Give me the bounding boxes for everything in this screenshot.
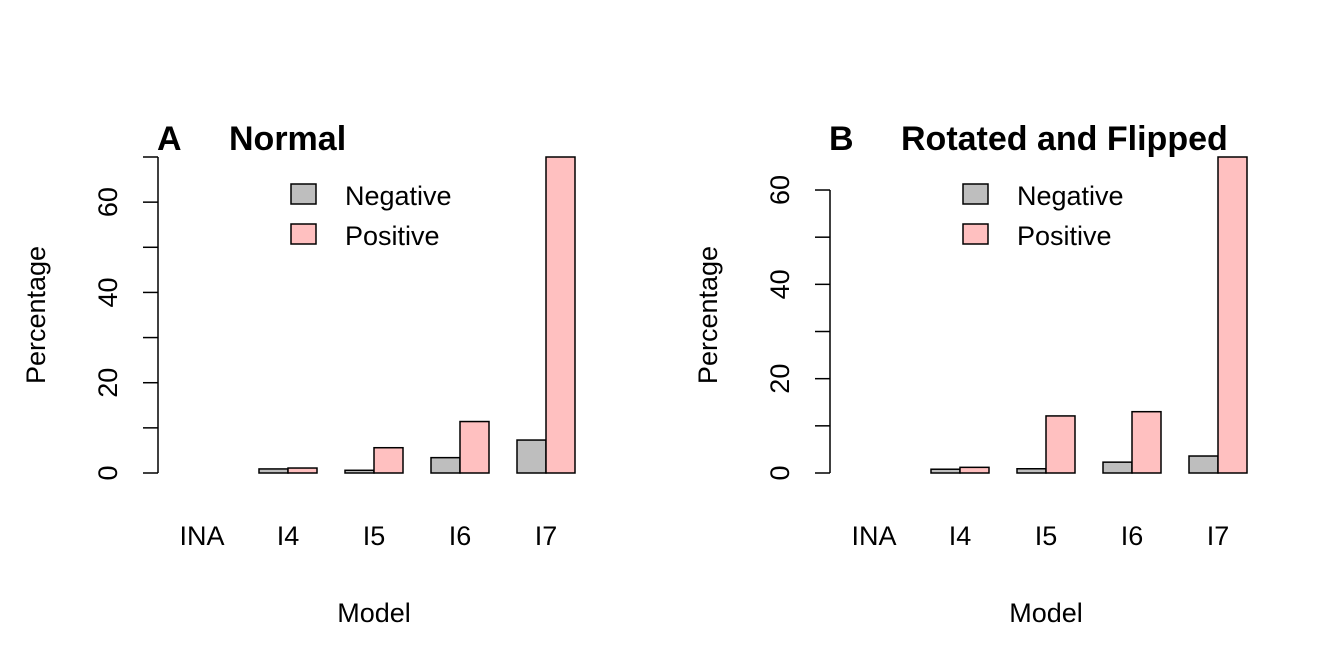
panel-letter: B [829,120,854,158]
legend-swatch-negative [290,183,317,205]
y-axis-title: Percentage [21,246,51,384]
y-axis-title: Percentage [693,246,723,384]
bar-negative-i4 [258,468,289,474]
chart-title: Rotated and Flipped [901,120,1228,158]
x-tick-label: INA [179,521,224,551]
bar-positive-i4 [959,466,990,474]
legend-swatch-positive [962,223,989,245]
y-tick-label: 40 [93,277,123,307]
legend-swatch-negative [962,183,989,205]
chart-title: Normal [229,120,346,158]
legend-label-negative: Negative [1017,181,1124,211]
y-tick-label: 40 [765,269,795,299]
x-tick-label: I4 [277,521,300,551]
x-tick-label: I6 [1121,521,1144,551]
x-tick-label: INA [851,521,896,551]
x-tick-label: I6 [449,521,472,551]
bar-positive-i7 [545,156,576,474]
y-tick-label: 0 [93,465,123,480]
bar-positive-i5 [373,446,404,474]
x-tick-label: I5 [1035,521,1058,551]
x-tick-label: I7 [1207,521,1230,551]
bar-negative-i6 [430,456,461,474]
legend-label-positive: Positive [345,221,440,251]
bar-negative-i5 [1016,468,1047,474]
bar-positive-i6 [459,420,490,474]
x-axis-title: Model [1009,598,1083,628]
y-tick-label: 60 [765,175,795,205]
x-tick-label: I4 [949,521,972,551]
panel-letter: A [157,120,182,158]
bar-positive-i6 [1131,410,1162,474]
x-axis-title: Model [337,598,411,628]
x-tick-label: I7 [535,521,558,551]
legend-label-negative: Negative [345,181,452,211]
legend-swatch-positive [290,223,317,245]
bar-positive-i4 [287,467,318,474]
bar-negative-i7 [516,439,547,474]
bar-negative-i4 [930,468,961,474]
bar-negative-i7 [1188,455,1219,474]
y-tick-label: 0 [765,465,795,480]
y-tick-label: 20 [765,364,795,394]
legend-label-positive: Positive [1017,221,1112,251]
y-tick-label: 60 [93,187,123,217]
y-tick-label: 20 [93,368,123,398]
x-tick-label: I5 [363,521,386,551]
bar-positive-i5 [1045,415,1076,474]
bar-negative-i5 [344,469,375,474]
bar-positive-i7 [1217,156,1248,474]
bar-negative-i6 [1102,461,1133,474]
